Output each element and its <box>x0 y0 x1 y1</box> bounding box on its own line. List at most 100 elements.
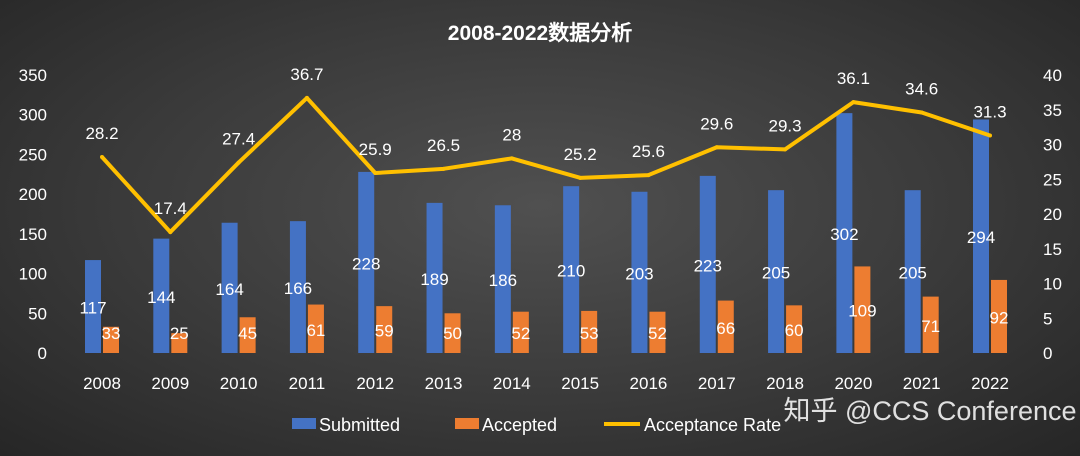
bar-submitted <box>973 119 989 353</box>
x-tick-label: 2016 <box>630 374 668 393</box>
label-submitted: 189 <box>420 270 448 289</box>
bar-accepted <box>103 326 119 353</box>
label-acceptance-rate: 25.6 <box>632 142 665 161</box>
bar-accepted <box>854 266 871 353</box>
label-submitted: 294 <box>967 228 995 247</box>
legend: Submitted Accepted Acceptance Rate <box>292 415 781 435</box>
label-acceptance-rate: 36.7 <box>290 65 323 84</box>
label-accepted: 52 <box>648 324 667 343</box>
y-left-tick-label: 0 <box>38 344 47 363</box>
y-left-tick-label: 100 <box>19 265 47 284</box>
x-tick-label: 2008 <box>83 374 121 393</box>
bar-accepted <box>444 313 461 353</box>
label-acceptance-rate: 27.4 <box>222 130 255 149</box>
bar-submitted <box>358 171 375 353</box>
legend-label: Accepted <box>482 415 557 435</box>
y-right-tick-label: 30 <box>1043 136 1062 155</box>
label-accepted: 53 <box>580 324 599 343</box>
point-acceptance-rate <box>100 155 104 160</box>
bar-accepted <box>376 306 393 353</box>
label-submitted: 210 <box>557 262 585 281</box>
label-accepted: 52 <box>511 324 530 343</box>
label-submitted: 164 <box>215 280 243 299</box>
bar-submitted <box>153 238 170 353</box>
label-submitted: 186 <box>489 271 517 290</box>
bar-submitted <box>426 202 443 353</box>
y-right-tick-label: 25 <box>1043 170 1062 189</box>
label-submitted: 302 <box>830 225 858 244</box>
label-acceptance-rate: 28.2 <box>85 124 118 143</box>
point-acceptance-rate <box>441 166 446 171</box>
y-right-tick-label: 20 <box>1043 205 1062 224</box>
point-acceptance-rate <box>578 175 583 180</box>
point-acceptance-rate <box>714 145 719 150</box>
bar-submitted <box>221 222 238 353</box>
x-tick-label: 2013 <box>425 374 463 393</box>
point-acceptance-rate <box>373 170 378 175</box>
label-acceptance-rate: 29.6 <box>700 114 733 133</box>
bar-accepted <box>512 311 529 353</box>
y-right-tick-label: 5 <box>1043 309 1052 328</box>
label-submitted: 205 <box>899 264 927 283</box>
bar-submitted <box>85 260 101 353</box>
x-tick-label: 2015 <box>561 374 599 393</box>
x-tick-label: 2012 <box>356 374 394 393</box>
y-left-tick-label: 150 <box>19 225 47 244</box>
bar-submitted <box>699 175 716 353</box>
point-acceptance-rate <box>919 110 924 115</box>
point-acceptance-rate <box>783 147 788 152</box>
y-right-tick-label: 0 <box>1043 344 1052 363</box>
bar-accepted <box>581 310 598 353</box>
legend-label: Submitted <box>319 415 400 435</box>
x-tick-label: 2010 <box>220 374 258 393</box>
bar-submitted <box>631 191 648 353</box>
label-acceptance-rate: 17.4 <box>154 199 187 218</box>
bar-accepted <box>922 296 939 353</box>
x-tick-label: 2011 <box>289 374 326 393</box>
chart-title: 2008-2022数据分析 <box>448 21 632 45</box>
label-accepted: 61 <box>306 321 325 340</box>
y-left-tick-label: 300 <box>19 106 47 125</box>
x-tick-label: 2022 <box>971 374 1009 393</box>
label-acceptance-rate: 25.2 <box>564 145 597 164</box>
label-acceptance-rate: 31.3 <box>973 102 1006 121</box>
bar-accepted <box>171 333 188 353</box>
label-accepted: 71 <box>921 317 940 336</box>
label-acceptance-rate: 36.1 <box>837 69 870 88</box>
y-left-tick-label: 350 <box>19 66 47 85</box>
point-acceptance-rate <box>988 133 992 138</box>
label-acceptance-rate: 29.3 <box>769 116 802 135</box>
bar-submitted <box>563 186 580 353</box>
label-accepted: 92 <box>990 308 1009 327</box>
label-acceptance-rate: 28 <box>502 125 521 144</box>
bar-accepted <box>307 304 324 353</box>
label-accepted: 25 <box>170 324 189 343</box>
bar-accepted <box>786 305 803 353</box>
label-submitted: 203 <box>625 264 653 283</box>
point-acceptance-rate <box>851 100 856 105</box>
legend-swatch <box>292 418 316 429</box>
bar-submitted <box>289 221 306 353</box>
bar-accepted <box>649 311 666 353</box>
label-submitted: 166 <box>284 279 312 298</box>
label-acceptance-rate: 34.6 <box>905 80 938 99</box>
bar-submitted <box>904 190 921 353</box>
point-acceptance-rate <box>304 95 309 100</box>
y-right-tick-label: 15 <box>1043 240 1062 259</box>
y-right-tick-label: 10 <box>1043 275 1062 294</box>
label-accepted: 109 <box>848 302 876 321</box>
label-accepted: 66 <box>716 319 735 338</box>
bar-submitted <box>768 190 785 353</box>
bar-accepted <box>239 317 256 353</box>
point-acceptance-rate <box>509 156 514 161</box>
label-submitted: 117 <box>79 299 106 318</box>
bar-accepted <box>717 300 734 353</box>
label-submitted: 144 <box>147 288 175 307</box>
y-right-tick-label: 35 <box>1043 101 1062 120</box>
line-acceptance-rate <box>100 95 991 235</box>
label-accepted: 60 <box>785 321 804 340</box>
label-submitted: 228 <box>352 254 380 273</box>
label-acceptance-rate: 25.9 <box>359 140 392 159</box>
x-tick-label: 2014 <box>493 374 531 393</box>
x-tick-label: 2020 <box>834 374 872 393</box>
